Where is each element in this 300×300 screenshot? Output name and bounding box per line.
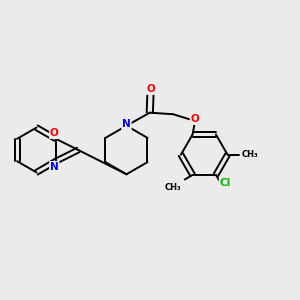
- Text: N: N: [122, 119, 131, 129]
- Text: Cl: Cl: [220, 178, 231, 188]
- Text: O: O: [146, 84, 155, 94]
- Text: CH₃: CH₃: [241, 150, 258, 159]
- Text: O: O: [50, 128, 59, 138]
- Text: N: N: [50, 162, 59, 172]
- Text: CH₃: CH₃: [165, 183, 182, 192]
- Text: O: O: [190, 114, 199, 124]
